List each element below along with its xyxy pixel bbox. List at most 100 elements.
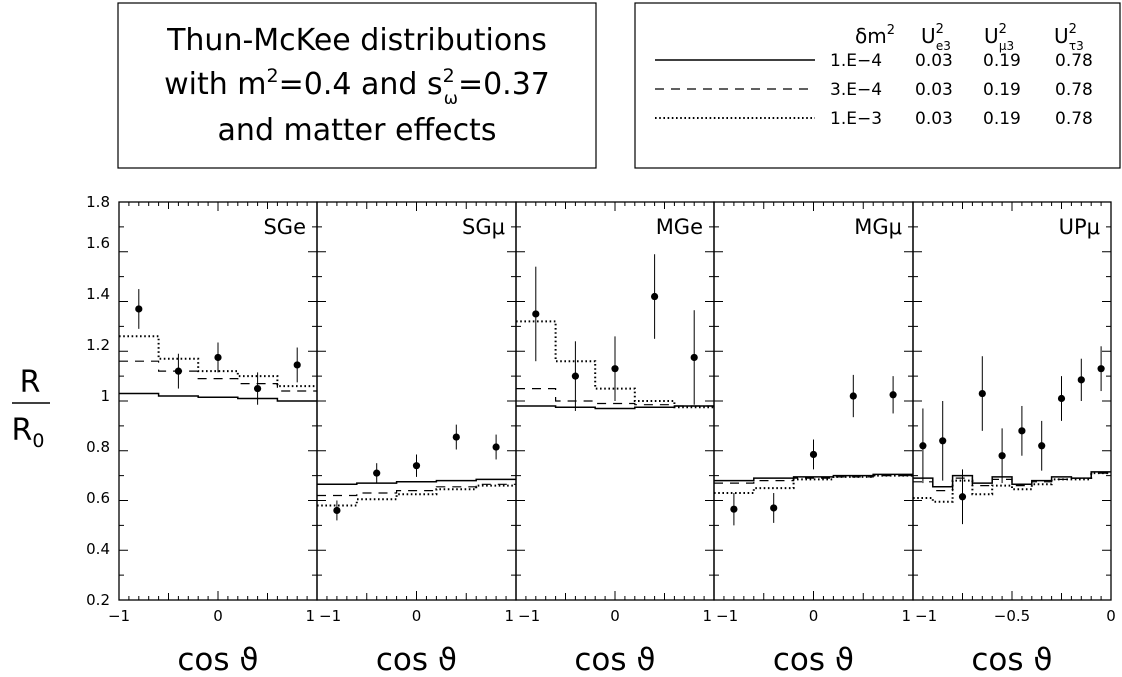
- legend-ue3-value: 0.03: [915, 80, 953, 100]
- y-tick-label: 0.6: [86, 489, 110, 507]
- legend-header-ue3: U2 e3: [921, 22, 951, 53]
- data-point: [809, 450, 818, 459]
- data-point: [939, 437, 947, 445]
- x-axis-label: cos ϑ: [971, 642, 1052, 677]
- panel-title: SGμ: [462, 215, 505, 239]
- data-point: [651, 292, 659, 301]
- y-label-numerator: R: [20, 365, 41, 400]
- title-line-1: Thun-McKee distributions: [166, 23, 547, 58]
- legend-header-umu3: U2 μ3: [984, 22, 1014, 53]
- panel-title: SGe: [263, 215, 306, 239]
- title-line-2: with m2=0.4 and s2 ω=0.37: [164, 65, 550, 109]
- legend-utau3-value: 0.78: [1055, 80, 1093, 100]
- y-tick-label: 1: [100, 387, 110, 405]
- series-dashed: [913, 472, 1111, 492]
- legend-row-2: 3.E−4 0.03 0.19 0.78: [655, 80, 1093, 100]
- panel-2: −1 0 1 cos ϑ SGμ: [316, 201, 517, 677]
- data-point: [571, 372, 580, 380]
- series-dashed: [317, 483, 516, 497]
- x-axis-label: cos ϑ: [773, 642, 854, 677]
- panel-5: −1 −0.5 0 cos ϑ UPμ: [912, 201, 1116, 677]
- panel-title: MGμ: [854, 215, 902, 239]
- series-dotted: [516, 320, 714, 409]
- data-point: [978, 389, 986, 398]
- x-tick-label: −0.5: [994, 607, 1030, 625]
- data-point: [1097, 365, 1105, 373]
- y-tick-label: 1.4: [86, 285, 110, 303]
- data-point: [730, 505, 738, 513]
- x-tick-label: −1: [518, 607, 540, 625]
- data-point: [1018, 427, 1026, 435]
- data-point: [998, 452, 1006, 460]
- legend-ue3-value: 0.03: [915, 51, 953, 71]
- series-solid: [516, 405, 714, 410]
- x-tick-label: 0: [809, 607, 819, 625]
- x-tick-label: −1: [915, 607, 937, 625]
- legend-utau3-value: 0.78: [1055, 51, 1093, 71]
- series-dotted: [913, 472, 1111, 503]
- data-point: [135, 305, 143, 313]
- legend-ue3-value: 0.03: [915, 109, 953, 129]
- legend: δm2 U2 e3 U2 μ3 U2 τ3 1.E−4 0.03 0.19 0.78 …: [634, 2, 1121, 169]
- y-tick-label: 0.4: [86, 540, 110, 558]
- legend-dm2-value: 1.E−3: [830, 109, 882, 129]
- series-dotted: [317, 484, 516, 507]
- y-label-denominator: R0: [12, 413, 45, 452]
- x-tick-label: 1: [901, 607, 911, 625]
- data-point: [889, 391, 897, 399]
- legend-umu3-value: 0.19: [983, 51, 1021, 71]
- data-point: [1038, 442, 1046, 450]
- x-axis-label: cos ϑ: [376, 642, 457, 677]
- x-tick-label: 0: [213, 607, 223, 625]
- y-tick-label: 1.2: [86, 336, 110, 354]
- title-box-frame: [117, 2, 597, 169]
- panel-title: MGe: [656, 215, 703, 239]
- x-tick-label: −1: [319, 607, 341, 625]
- series-dashed: [516, 388, 714, 407]
- data-point: [174, 367, 182, 375]
- title-box: Thun-McKee distributions with m2=0.4 and…: [117, 2, 597, 169]
- panel-title: UPμ: [1059, 215, 1100, 239]
- data-point: [254, 384, 262, 393]
- y-tick-label: 0.2: [86, 591, 110, 609]
- panel-frame: [316, 201, 517, 601]
- data-point: [919, 442, 927, 450]
- legend-row-3: 1.E−3 0.03 0.19 0.78: [655, 109, 1093, 129]
- data-point: [492, 443, 500, 451]
- x-tick-label: −1: [716, 607, 738, 625]
- data-point: [532, 310, 540, 318]
- panel-1: −1 0 1 cos ϑ SGe: [108, 201, 318, 677]
- data-point: [412, 462, 421, 470]
- x-axis-label: cos ϑ: [574, 642, 655, 677]
- legend-utau3-value: 0.78: [1055, 109, 1093, 129]
- x-tick-label: 1: [702, 607, 712, 625]
- panels: −1 0 1 cos ϑ SGe −1 0 1 cos ϑ SGμ −1 0 1 cos ϑ MGe −1 0 1…: [108, 201, 1116, 677]
- data-point: [1057, 394, 1066, 403]
- x-tick-label: 0: [412, 607, 422, 625]
- legend-header-utau3: U2 τ3: [1054, 22, 1084, 53]
- series-dashed: [119, 360, 317, 392]
- x-tick-label: 0: [610, 607, 620, 625]
- title-line-3: and matter effects: [218, 113, 497, 148]
- legend-frame: [634, 2, 1121, 169]
- x-tick-label: −1: [108, 607, 130, 625]
- data-point: [214, 353, 222, 362]
- panel-frame: [713, 201, 914, 601]
- legend-dm2-value: 1.E−4: [830, 51, 882, 71]
- panel-4: −1 0 1 cos ϑ MGμ: [713, 201, 914, 677]
- y-tick-label: 1.6: [86, 234, 110, 252]
- legend-dm2-value: 3.E−4: [830, 80, 882, 100]
- legend-umu3-value: 0.19: [983, 80, 1021, 100]
- series-dotted: [119, 335, 317, 388]
- data-point: [958, 493, 967, 501]
- y-axis-label: R R0: [12, 365, 50, 452]
- data-point: [770, 504, 778, 512]
- panel-3: −1 0 1 cos ϑ MGe: [515, 201, 715, 677]
- x-axis-label: cos ϑ: [177, 642, 258, 677]
- data-point: [611, 365, 619, 373]
- data-point: [690, 353, 698, 362]
- data-point: [293, 361, 301, 369]
- legend-umu3-value: 0.19: [983, 109, 1021, 129]
- series-dotted: [714, 474, 913, 494]
